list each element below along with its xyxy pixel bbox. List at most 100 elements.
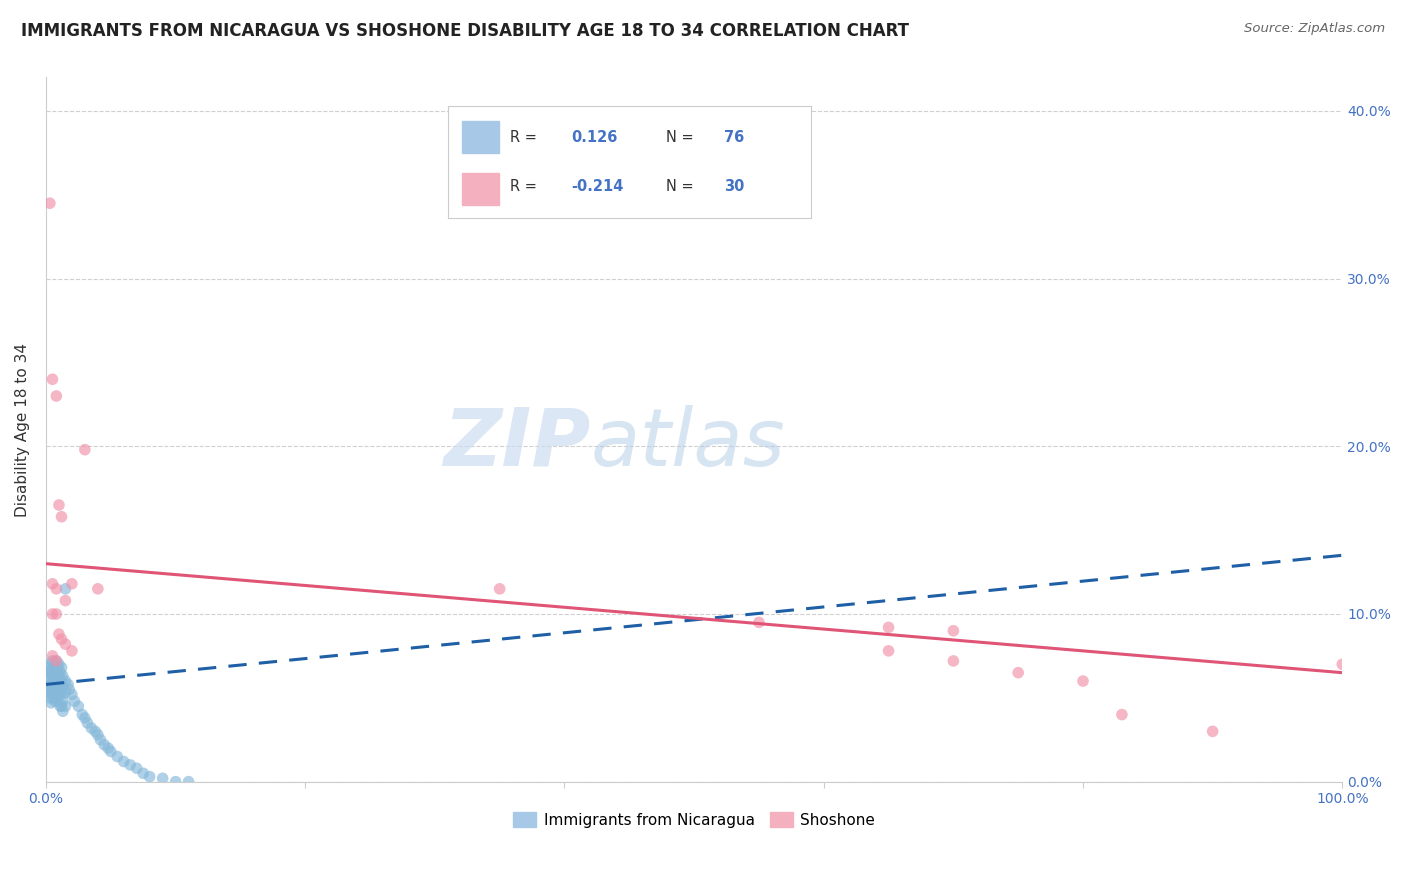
Point: [52, 704, 75, 718]
Point: [38, 657, 60, 672]
Y-axis label: Disability Age 18 to 34: Disability Age 18 to 34: [15, 343, 30, 516]
Point: [48, 498, 70, 512]
Point: [73, 442, 96, 457]
Point: [488, 582, 510, 596]
Point: [45, 389, 67, 403]
Point: [38, 690, 60, 705]
Point: [39, 677, 62, 691]
Point: [51, 632, 73, 647]
Point: [51, 688, 73, 702]
Point: [125, 761, 148, 775]
Point: [41, 688, 63, 702]
Point: [56, 677, 79, 691]
Point: [55, 699, 77, 714]
Text: atlas: atlas: [591, 405, 785, 483]
Point: [76, 716, 98, 731]
Point: [39, 665, 62, 680]
Point: [55, 686, 77, 700]
Point: [41, 654, 63, 668]
Point: [84, 724, 107, 739]
Point: [44, 694, 66, 708]
Point: [80, 721, 103, 735]
Point: [41, 576, 63, 591]
Point: [45, 654, 67, 668]
Point: [52, 679, 75, 693]
Point: [100, 744, 122, 758]
Point: [55, 582, 77, 596]
Point: [1007, 665, 1029, 680]
Point: [1111, 707, 1133, 722]
Point: [37, 665, 59, 680]
Point: [45, 654, 67, 668]
Point: [39, 696, 62, 710]
Point: [45, 688, 67, 702]
Point: [51, 699, 73, 714]
Point: [44, 682, 66, 697]
Point: [44, 665, 66, 680]
Point: [1331, 657, 1354, 672]
Legend: Immigrants from Nicaragua, Shoshone: Immigrants from Nicaragua, Shoshone: [508, 805, 882, 834]
Text: Source: ZipAtlas.com: Source: ZipAtlas.com: [1244, 22, 1385, 36]
Point: [46, 660, 69, 674]
Point: [49, 699, 72, 714]
Point: [45, 665, 67, 680]
Point: [49, 674, 72, 689]
Point: [55, 637, 77, 651]
Point: [55, 674, 77, 689]
Point: [48, 688, 70, 702]
Text: IMMIGRANTS FROM NICARAGUA VS SHOSHONE DISABILITY AGE 18 TO 34 CORRELATION CHART: IMMIGRANTS FROM NICARAGUA VS SHOSHONE DI…: [21, 22, 910, 40]
Point: [60, 576, 83, 591]
Point: [72, 707, 94, 722]
Point: [41, 669, 63, 683]
Point: [105, 749, 128, 764]
Point: [58, 682, 80, 697]
Point: [45, 607, 67, 621]
Point: [87, 582, 110, 596]
Point: [49, 686, 72, 700]
Point: [877, 620, 900, 634]
Point: [49, 665, 72, 680]
Point: [46, 671, 69, 685]
Point: [1071, 674, 1094, 689]
Point: [42, 671, 65, 685]
Point: [48, 627, 70, 641]
Point: [165, 774, 187, 789]
Point: [41, 607, 63, 621]
Point: [48, 677, 70, 691]
Point: [93, 738, 115, 752]
Point: [44, 674, 66, 689]
Point: [38, 196, 60, 211]
Point: [46, 682, 69, 697]
Point: [132, 766, 155, 780]
Point: [60, 688, 83, 702]
Point: [152, 772, 174, 786]
Point: [942, 624, 965, 638]
Point: [52, 669, 75, 683]
Point: [112, 755, 135, 769]
Point: [48, 657, 70, 672]
Point: [87, 728, 110, 742]
Point: [51, 674, 73, 689]
Point: [42, 682, 65, 697]
Point: [73, 711, 96, 725]
Point: [120, 758, 142, 772]
Point: [748, 615, 770, 630]
Point: [942, 654, 965, 668]
Point: [63, 694, 86, 708]
Point: [97, 741, 120, 756]
Point: [48, 669, 70, 683]
Point: [39, 688, 62, 702]
Point: [41, 372, 63, 386]
Point: [60, 644, 83, 658]
Point: [45, 677, 67, 691]
Point: [38, 682, 60, 697]
Point: [38, 677, 60, 691]
Point: [45, 582, 67, 596]
Point: [877, 644, 900, 658]
Point: [38, 682, 60, 697]
Point: [42, 660, 65, 674]
Point: [138, 770, 160, 784]
Point: [51, 509, 73, 524]
Point: [1201, 724, 1223, 739]
Point: [177, 774, 200, 789]
